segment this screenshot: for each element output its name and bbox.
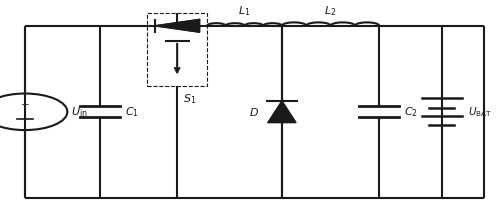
Text: $C_2$: $C_2$: [404, 105, 418, 119]
Polygon shape: [268, 101, 296, 123]
Text: $D$: $D$: [250, 106, 259, 118]
Text: +: +: [20, 100, 29, 110]
Text: $C_1$: $C_1$: [125, 105, 139, 119]
Text: $U_{\rm BAT}$: $U_{\rm BAT}$: [468, 105, 492, 119]
Polygon shape: [155, 19, 200, 32]
Text: $U_{\rm in}$: $U_{\rm in}$: [71, 105, 88, 119]
Text: $L_1$: $L_1$: [239, 4, 250, 18]
Text: $S_1$: $S_1$: [183, 92, 197, 106]
Text: $L_2$: $L_2$: [324, 4, 337, 18]
